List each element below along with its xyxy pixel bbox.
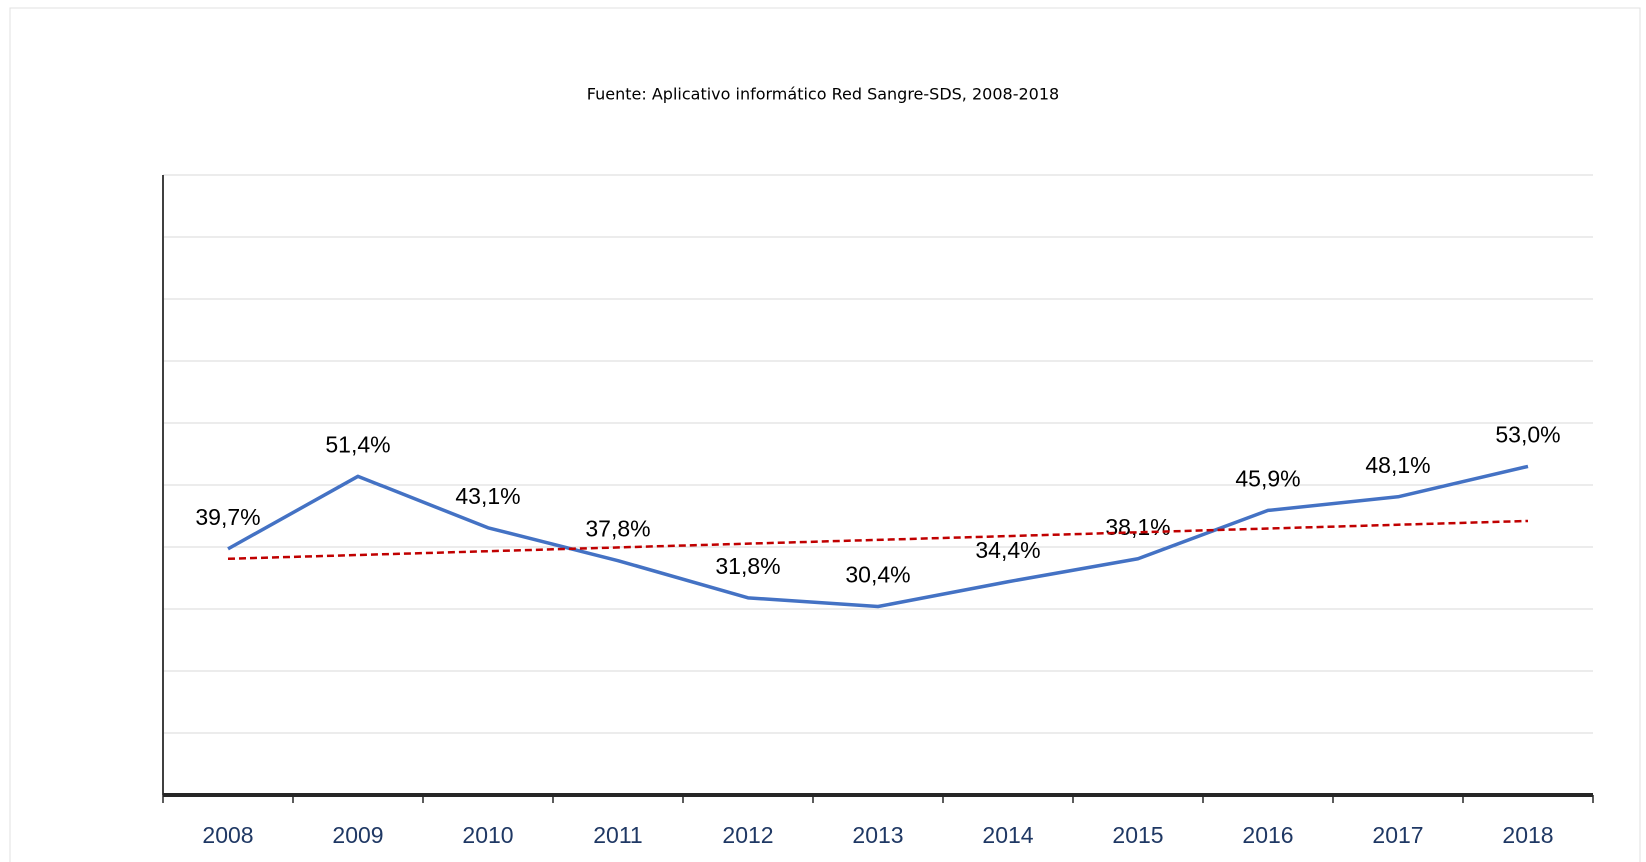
data-label: 34,4% [975, 537, 1040, 563]
chart-frame [9, 7, 1641, 862]
data-label: 38,1% [1105, 514, 1170, 540]
data-label: 30,4% [845, 562, 910, 588]
x-tick-label: 2013 [852, 822, 903, 848]
x-tick-label: 2012 [722, 822, 773, 848]
data-label: 51,4% [325, 431, 390, 457]
data-label: 39,7% [195, 504, 260, 530]
chart-title: Fuente: Aplicativo informático Red Sangr… [587, 85, 1059, 104]
x-tick-label: 2016 [1242, 822, 1293, 848]
x-tick-label: 2009 [332, 822, 383, 848]
x-tick-label: 2017 [1372, 822, 1423, 848]
data-label: 53,0% [1495, 421, 1560, 447]
data-label: 48,1% [1365, 452, 1430, 478]
x-tick-label: 2010 [462, 822, 513, 848]
line [227, 464, 1529, 609]
data-label: 37,8% [585, 516, 650, 542]
x-tick-label: 2011 [593, 822, 642, 848]
trend-line [227, 519, 1529, 561]
data-label: 45,9% [1235, 465, 1300, 491]
x-tick-label: 2008 [202, 822, 253, 848]
data-label: 43,1% [455, 483, 520, 509]
x-tick-label: 2018 [1502, 822, 1553, 848]
data-label: 31,8% [715, 553, 780, 579]
x-tick-label: 2015 [1112, 822, 1163, 848]
x-tick-label: 2014 [982, 822, 1033, 848]
